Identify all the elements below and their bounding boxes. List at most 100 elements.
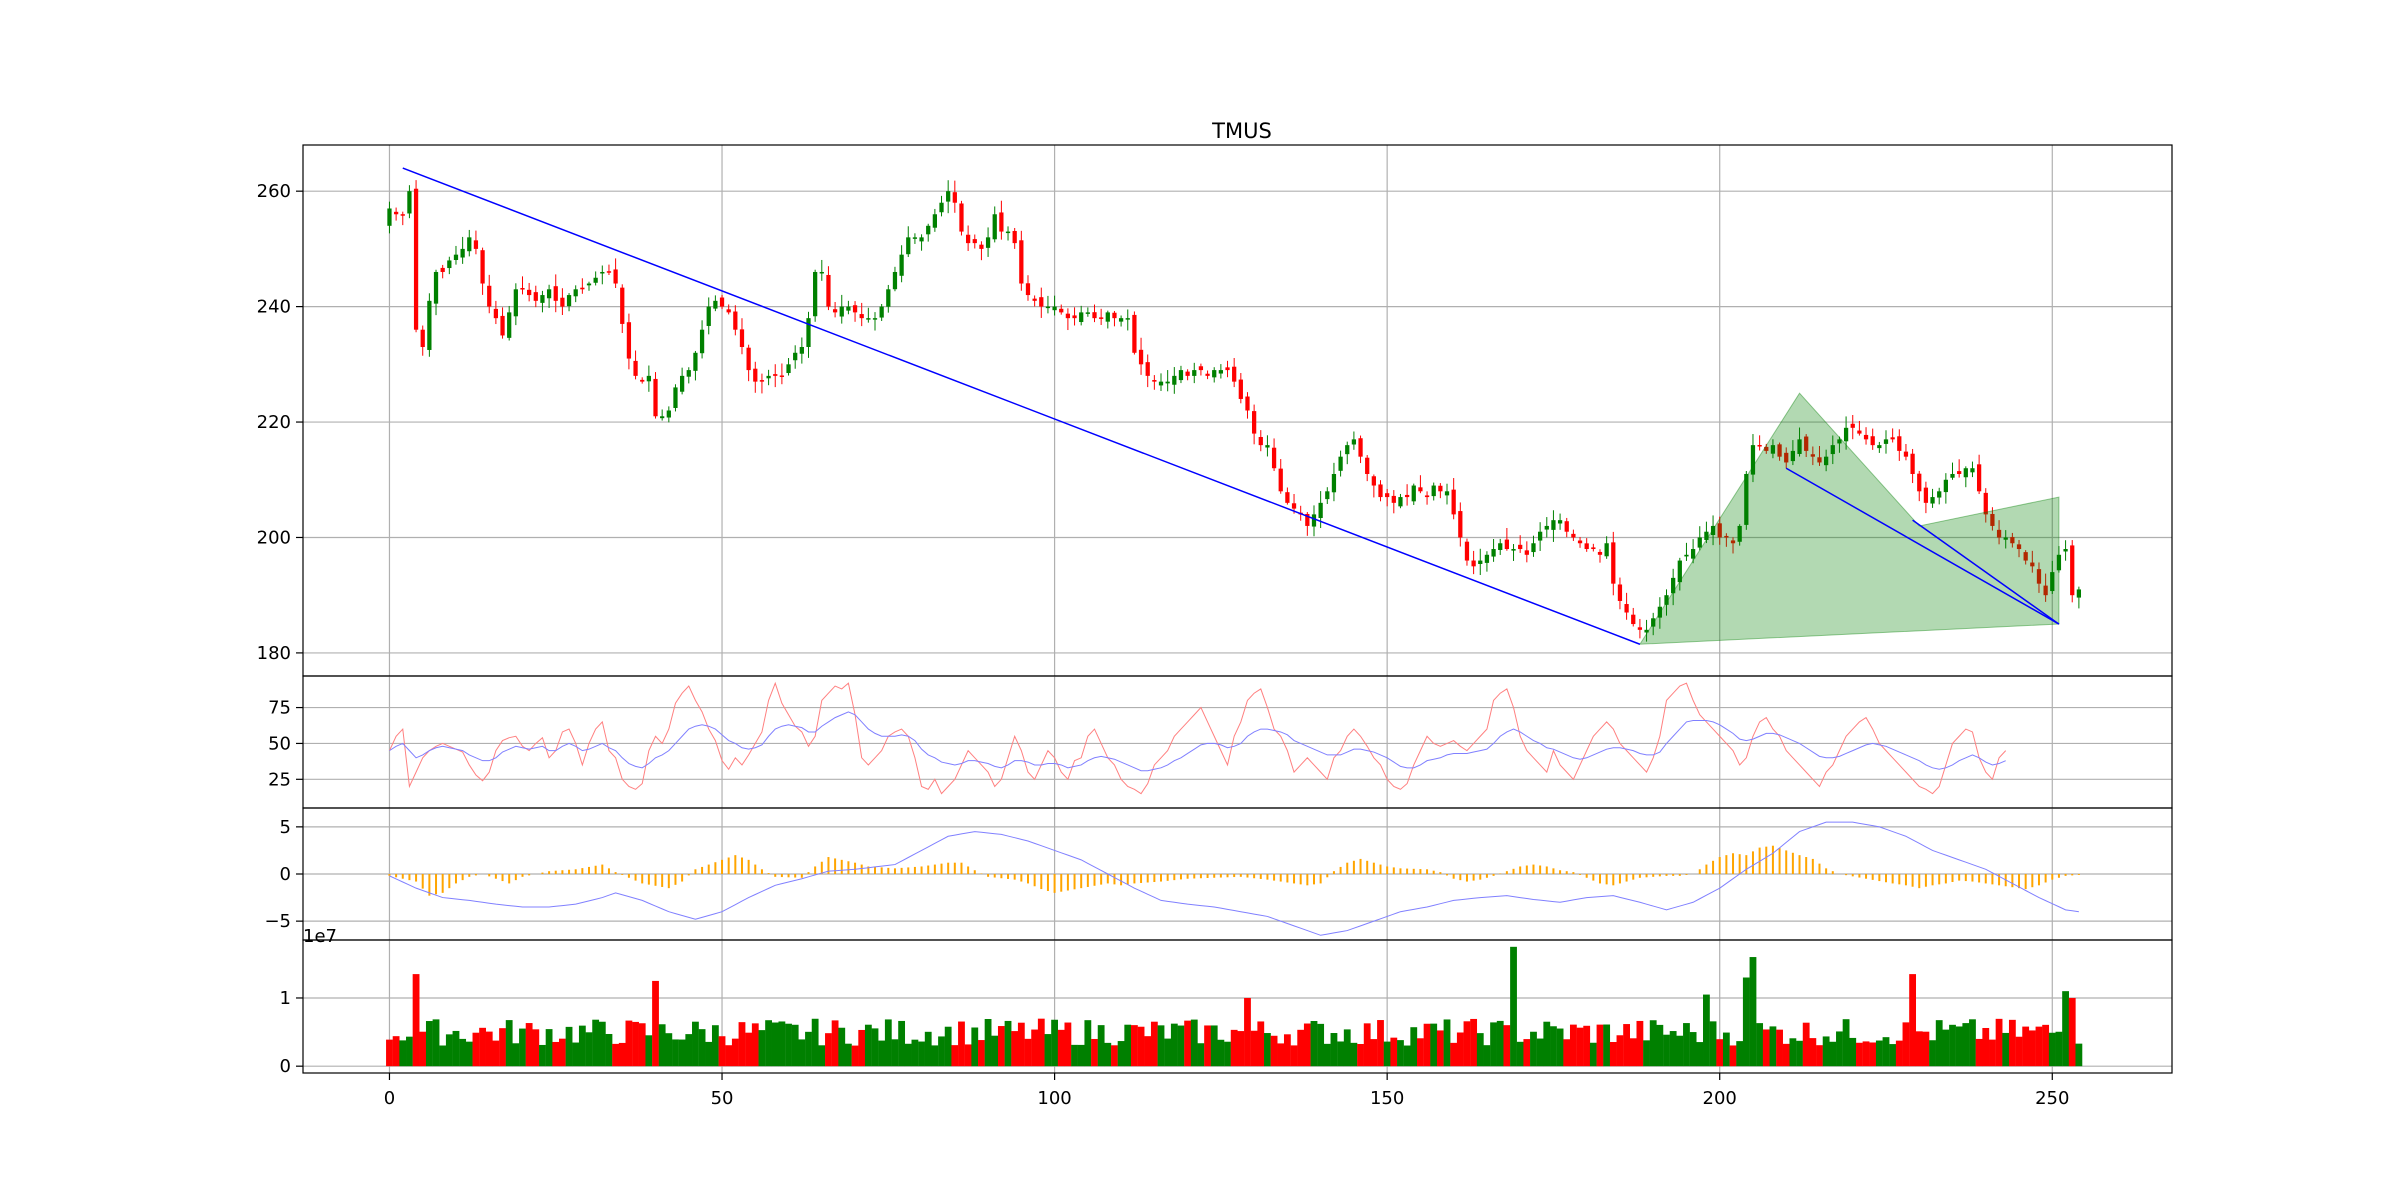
volume-bar — [1536, 1038, 1544, 1067]
volume-bar — [1430, 1023, 1438, 1067]
candle-body — [739, 329, 745, 348]
volume-bar — [718, 1036, 726, 1067]
candle-body — [493, 308, 499, 319]
candle-body — [753, 368, 758, 382]
volume-bar — [2035, 1026, 2043, 1067]
candle-body — [666, 410, 671, 418]
volume-bar — [625, 1020, 633, 1067]
candle-body — [1491, 549, 1496, 557]
candle-body — [1937, 491, 1942, 498]
candle-body — [1671, 577, 1676, 594]
volume-bar — [1310, 1020, 1318, 1067]
volume-bar — [2015, 1036, 2023, 1067]
candle-body — [1391, 495, 1396, 503]
candle-body — [746, 347, 751, 371]
candle-body — [1577, 540, 1583, 544]
volume-bar — [638, 1023, 646, 1067]
volume-bar — [1117, 1041, 1125, 1067]
volume-bar — [2062, 991, 2069, 1067]
candle-body — [407, 191, 412, 214]
candle-body — [1770, 445, 1776, 454]
candle-body — [1444, 491, 1450, 496]
volume-bar — [1935, 1020, 1943, 1067]
volume-bar — [499, 1028, 506, 1067]
candle-body — [932, 214, 937, 228]
volume-bar — [805, 1031, 812, 1067]
candle-body — [1797, 439, 1802, 454]
volume-bar — [838, 1027, 846, 1067]
trendline — [1912, 519, 2060, 625]
volume-bar — [1796, 1040, 1803, 1067]
volume-bar — [924, 1031, 932, 1067]
volume-bar — [864, 1024, 872, 1067]
candle-body — [1378, 484, 1383, 498]
candle-body — [447, 260, 452, 269]
volume-bar — [585, 1032, 593, 1067]
volume-bar — [1875, 1040, 1883, 1067]
candle-body — [1165, 381, 1170, 384]
candle-body — [1032, 298, 1037, 301]
volume-bar — [572, 1042, 580, 1067]
volume-bar — [685, 1034, 693, 1067]
volume-bar — [1390, 1037, 1398, 1067]
candle-body — [1597, 551, 1603, 555]
volume-bar — [545, 1029, 553, 1067]
candle-body — [1458, 511, 1463, 538]
volume-bar — [532, 1029, 540, 1067]
volume-bar — [1077, 1044, 1085, 1067]
volume-bar — [1949, 1024, 1956, 1067]
candle-body — [413, 188, 419, 330]
candle-body — [1730, 540, 1736, 544]
volume-bar — [1456, 1032, 1464, 1067]
volume-bar — [964, 1044, 972, 1067]
volume-bar — [1736, 1041, 1744, 1067]
candle-body — [546, 289, 552, 299]
candle-body — [1830, 445, 1835, 455]
candle-body — [393, 211, 399, 215]
candle-body — [806, 318, 811, 347]
candle-body — [779, 375, 785, 377]
candle-body — [766, 375, 771, 379]
volume-bar — [818, 1045, 826, 1067]
candle-body — [919, 237, 924, 242]
candle-body — [1863, 434, 1869, 440]
candle-body — [1757, 444, 1762, 447]
candle-body — [879, 306, 884, 318]
candle-body — [673, 387, 678, 408]
volume-bar — [1769, 1026, 1777, 1067]
candle-body — [1411, 485, 1416, 502]
candle-body — [1238, 379, 1243, 399]
candle-body — [1604, 543, 1609, 557]
candle-body — [1385, 493, 1390, 498]
candle-body — [1431, 485, 1436, 497]
volume-bar — [618, 1042, 626, 1067]
volume-bar — [1802, 1022, 1810, 1067]
candle-body — [553, 286, 558, 301]
volume-bar — [1137, 1026, 1145, 1067]
candle-body — [1917, 473, 1922, 492]
volume-bar — [1975, 1038, 1983, 1067]
candle-body — [1684, 554, 1689, 557]
candle-body — [420, 329, 425, 348]
volume-bar — [692, 1021, 699, 1067]
candle-body — [1005, 231, 1011, 234]
volume-bar — [479, 1027, 486, 1067]
candle-body — [952, 192, 957, 203]
candle-body — [1245, 396, 1250, 411]
volume-bar — [1436, 1030, 1444, 1067]
volume-bar — [1124, 1024, 1132, 1067]
candle-body — [2030, 562, 2035, 567]
candle-body — [427, 300, 432, 350]
volume-bar — [844, 1043, 852, 1067]
volume-bar — [1423, 1023, 1431, 1067]
volume-bar — [1895, 1040, 1903, 1067]
candle-body — [886, 289, 891, 307]
volume-bar — [1623, 1024, 1631, 1067]
volume-panel: 0 1 0 50 100 150 200 250 — [280, 939, 2173, 1109]
volume-bar — [1144, 1036, 1152, 1067]
candle-body — [573, 289, 578, 297]
volume-bar — [1064, 1022, 1072, 1067]
candle-body — [1817, 457, 1822, 463]
volume-bar — [1989, 1039, 1996, 1067]
volume-bar — [1257, 1021, 1265, 1067]
